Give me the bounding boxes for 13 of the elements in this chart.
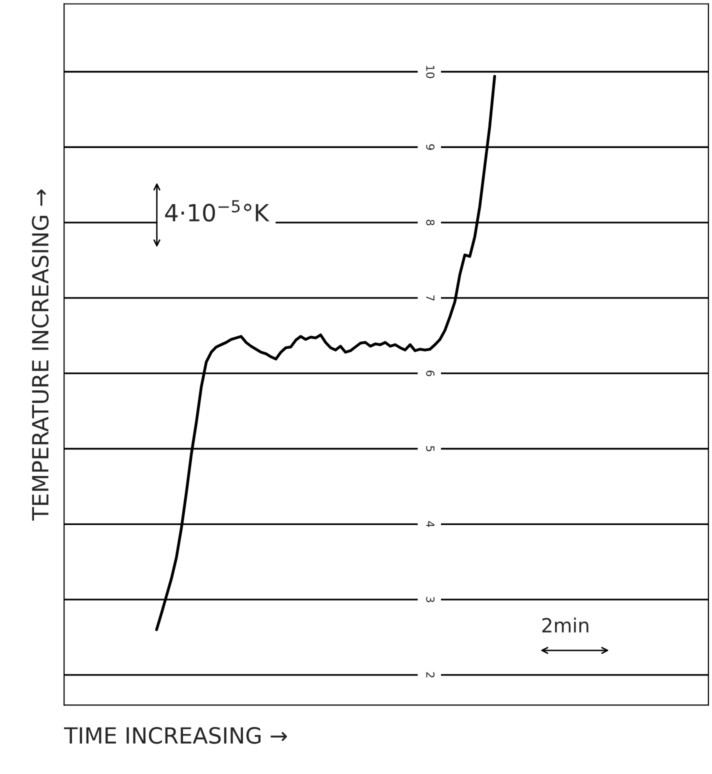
y-tick-label: 3 <box>426 596 435 602</box>
y-tick-label: 4 <box>426 521 434 528</box>
y-tick-label: 5 <box>426 446 434 452</box>
annotation: 4·10$^{−5}$°K <box>165 200 270 222</box>
x-axis-title: TIME INCREASING → <box>64 727 287 744</box>
y-axis-title: TEMPERATURE INCREASING → <box>32 189 49 521</box>
y-tick-label: 8 <box>426 220 435 226</box>
y-tick-label: 2 <box>426 672 435 678</box>
y-tick-label: 10 <box>426 66 435 78</box>
y-tick-label: 7 <box>426 295 434 301</box>
y-tick-label: 9 <box>426 144 435 150</box>
y-tick-label: 6 <box>426 370 435 376</box>
text: 2min <box>542 618 588 632</box>
